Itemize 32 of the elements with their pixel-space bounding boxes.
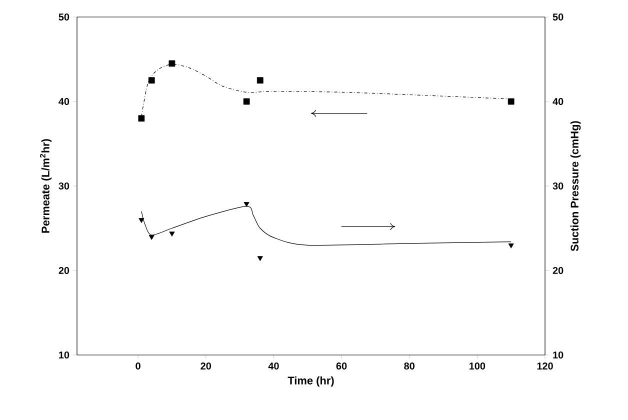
y2-axis-title: Suction Pressure (cmHg) [570, 121, 581, 252]
point [508, 243, 514, 248]
point [257, 256, 263, 262]
point [138, 218, 144, 223]
y2-tick-label: 20 [552, 266, 564, 274]
y2-tick-label: 30 [552, 182, 564, 190]
point [169, 232, 175, 237]
point [138, 115, 145, 122]
y-axis-title: Permeate (L/m$^{2}$hr) [40, 139, 52, 233]
x-axis-title: Time (hr) [288, 376, 334, 387]
y-tick-label: 10 [59, 351, 70, 359]
point [148, 235, 154, 240]
x-tick-label: 20 [200, 362, 212, 370]
y2-tick-label: 50 [552, 13, 564, 21]
x-tick-label: 80 [404, 362, 414, 370]
y-tick-label: 30 [58, 182, 70, 190]
y-tick-label: 20 [58, 266, 70, 274]
y-tick-label: 40 [58, 98, 70, 106]
point [256, 77, 264, 84]
x-tick-label: 100 [469, 362, 486, 370]
x-tick-label: 0 [136, 362, 140, 370]
point [148, 77, 155, 84]
point [508, 98, 514, 105]
x-tick-label: 40 [268, 362, 279, 370]
y2-tick-label: 40 [552, 98, 564, 106]
point [243, 98, 250, 105]
x-tick-label: 60 [336, 362, 347, 370]
x-tick-label: 120 [537, 362, 553, 370]
point [168, 60, 176, 67]
y-tick-label: 50 [58, 13, 70, 21]
point [244, 202, 250, 207]
y2-tick-label: 10 [553, 351, 564, 359]
